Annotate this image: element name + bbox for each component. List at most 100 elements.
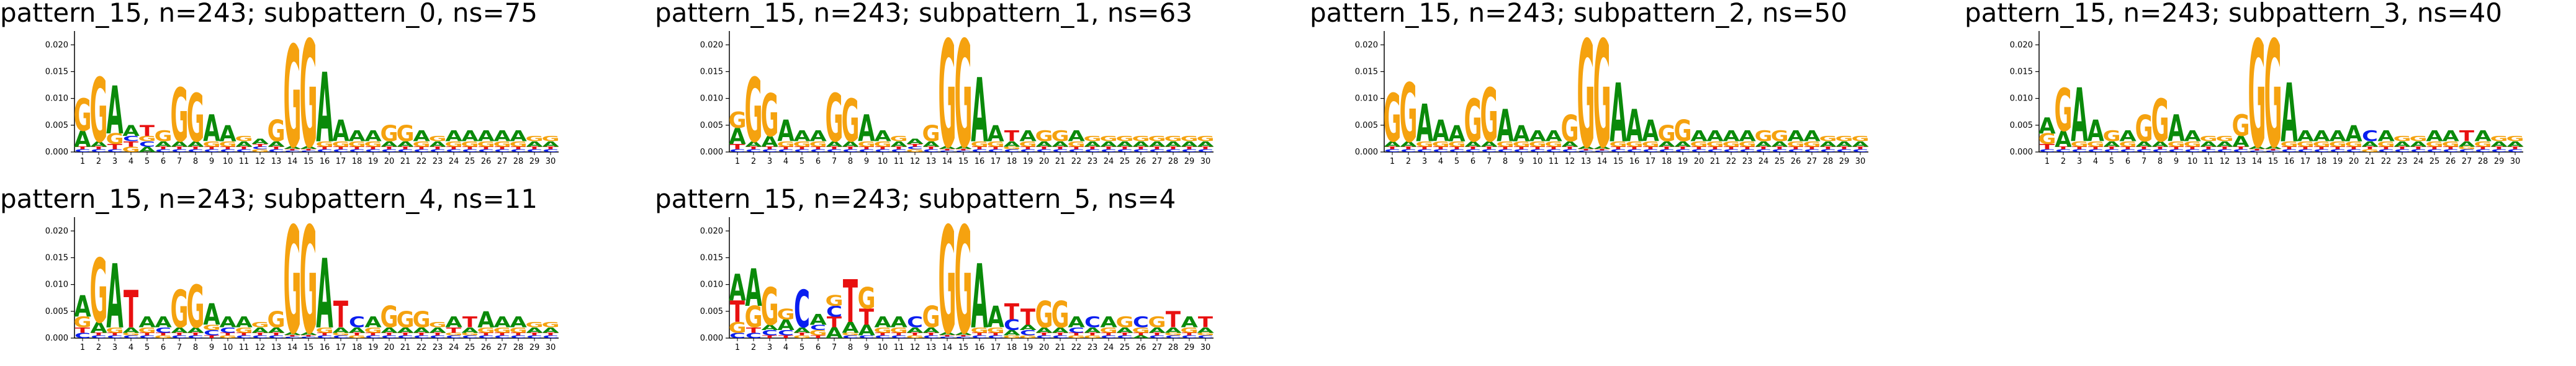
logo-letter-A: A [2329, 128, 2346, 146]
logo-letter-G: G [251, 148, 269, 153]
logo-letter-A: A [874, 128, 891, 146]
x-tick-label: 21 [2365, 157, 2376, 166]
x-tick-label: 1 [1390, 157, 1395, 166]
x-tick-label: 21 [1055, 157, 1066, 166]
logo-letter-A: A [1197, 326, 1214, 334]
logo-letter-G: G [938, 196, 956, 366]
x-tick-label: 22 [1726, 157, 1737, 166]
logo-letter-C: C [971, 148, 988, 153]
logo-letter-A: A [2442, 128, 2459, 146]
x-tick-label: 15 [2268, 157, 2279, 166]
logo-letter-C: C [907, 146, 923, 150]
x-tick-label: 30 [546, 157, 556, 166]
logo-letter-C: C [1578, 150, 1594, 153]
logo-letter-C: C [107, 148, 123, 153]
logo-letter-A: A [761, 133, 778, 151]
logo-letter-T: T [543, 146, 559, 150]
logo-letter-G: G [89, 241, 107, 344]
x-tick-label: 3 [1422, 157, 1427, 166]
logo-letter-T: T [1117, 146, 1133, 150]
x-tick-label: 12 [255, 157, 266, 166]
x-tick-label: 29 [1184, 157, 1195, 166]
logo-letter-T: T [479, 332, 494, 336]
logo-letter-A: A [1068, 128, 1085, 146]
logo-letter-A: A [874, 315, 891, 332]
logo-letter-G: G [1448, 140, 1466, 148]
logo-letter-T: T [430, 146, 446, 150]
logo-letter-G: G [477, 140, 495, 148]
chart-title: pattern_15, n=243; subpattern_3, ns=40 [1965, 0, 2502, 28]
x-tick-label: 13 [271, 343, 282, 352]
logo-letter-T: T [462, 315, 478, 332]
logo-letter-T: T [2040, 143, 2055, 151]
logo-letter-C: C [204, 329, 220, 337]
logo-letter-C: C [413, 148, 430, 153]
logo-letter-C: C [1197, 334, 1214, 339]
logo-letter-A: A [906, 326, 924, 334]
x-tick-label: 12 [2220, 157, 2230, 166]
logo-letter-G: G [777, 306, 795, 324]
x-tick-label: 29 [1184, 343, 1195, 352]
logo-letter-A: A [922, 326, 940, 334]
logo-letter-C: C [1020, 148, 1036, 153]
logo-letter-C: C [510, 334, 526, 339]
x-tick-label: 30 [1200, 343, 1211, 352]
x-tick-label: 12 [910, 157, 921, 166]
logo-letter-G: G [728, 319, 746, 337]
logo-letter-A: A [122, 326, 140, 334]
logo-letter-A: A [510, 315, 527, 332]
logo-letter-A: A [2264, 145, 2282, 150]
x-tick-label: 2 [96, 343, 101, 352]
logo-letter-T: T [156, 146, 171, 150]
logo-letter-T: T [746, 146, 762, 150]
y-tick-label: 0.010 [1355, 94, 1378, 104]
logo-letter-G: G [251, 321, 269, 329]
logo-letter-A: A [1384, 140, 1401, 148]
logo-letter-G: G [541, 135, 559, 143]
logo-panel: pattern_15, n=243; subpattern_3, ns=40 0.… [1965, 0, 2576, 181]
logo-letter-A: A [122, 123, 140, 140]
logo-letter-T: T [301, 334, 317, 337]
logo-letter-G: G [396, 308, 414, 333]
logo-letter-C: C [971, 334, 988, 339]
x-tick-label: 12 [1565, 157, 1575, 166]
y-tick-label: 0.015 [2010, 67, 2033, 76]
logo-letter-G: G [235, 326, 253, 334]
logo-letter-T: T [730, 143, 745, 151]
logo-letter-G: G [331, 140, 349, 148]
logo-letter-A: A [138, 146, 156, 154]
logo-letter-A: A [939, 331, 956, 336]
x-tick-label: 25 [2430, 157, 2440, 166]
chart-title: pattern_15, n=243; subpattern_1, ns=63 [655, 0, 1192, 28]
logo-letter-G: G [1099, 135, 1117, 143]
y-tick-label: 0.005 [700, 121, 723, 130]
chart-title: pattern_15, n=243; subpattern_4, ns=11 [0, 184, 538, 214]
logo-letter-C: C [826, 148, 842, 153]
logo-letter-C: C [171, 334, 187, 339]
logo-letter-G: G [2151, 87, 2169, 155]
x-tick-label: 28 [513, 157, 524, 166]
x-tick-label: 6 [816, 157, 821, 166]
logo-letter-T: T [1788, 146, 1804, 150]
logo-letter-A: A [1035, 326, 1053, 334]
logo-letter-G: G [922, 300, 940, 334]
logo-letter-G: G [315, 326, 333, 334]
logo-letter-C: C [1675, 148, 1691, 153]
logo-letter-G: G [809, 329, 827, 337]
logo-letter-G: G [809, 140, 827, 148]
logo-letter-A: A [2474, 128, 2492, 146]
logo-letter-G: G [2377, 140, 2395, 148]
logo-letter-T: T [1085, 332, 1101, 336]
logo-letter-G: G [2441, 140, 2459, 148]
logo-letter-C: C [1400, 148, 1416, 153]
x-tick-label: 5 [799, 157, 804, 166]
logo-letter-T: T [495, 146, 510, 150]
logo-letter-C: C [1788, 148, 1804, 153]
logo-letter-T: T [1691, 146, 1707, 150]
logo-letter-C: C [1755, 148, 1772, 153]
x-tick-label: 4 [128, 343, 133, 352]
logo-letter-C: C [2330, 148, 2346, 153]
x-tick-label: 2 [751, 157, 756, 166]
y-tick-label: 0.000 [700, 148, 723, 157]
logo-letter-G: G [396, 122, 414, 147]
